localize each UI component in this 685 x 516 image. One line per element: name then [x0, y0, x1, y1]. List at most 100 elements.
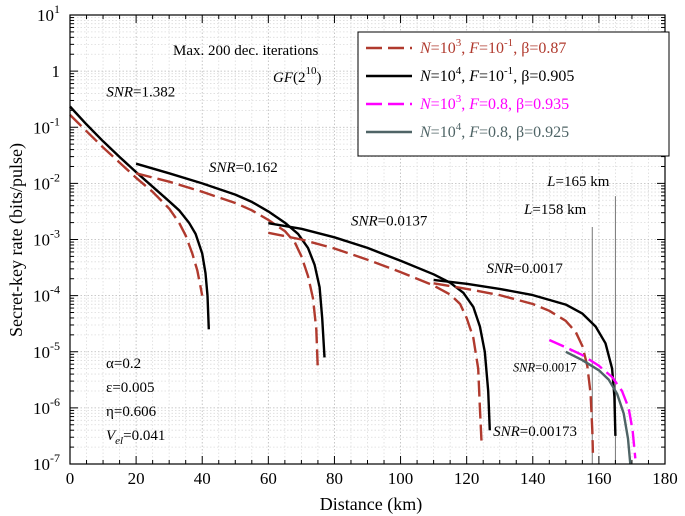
legend-f-exponent: -1: [504, 65, 513, 77]
iterations-note: Max. 200 dec. iterations: [173, 43, 319, 59]
limit-label: L=158 km: [523, 202, 587, 218]
axis-ticks: [69, 14, 666, 465]
x-tick-label: 140: [520, 469, 546, 488]
legend-n-symbol: N: [419, 68, 432, 85]
legend-n-symbol: N: [419, 40, 432, 57]
snr-label: SNR=0.0017: [487, 261, 564, 277]
legend-n-value: =10: [431, 68, 456, 85]
x-tick-label: 120: [454, 469, 480, 488]
legend-entry-label: N=103, F=0.8, β=0.935: [419, 93, 569, 113]
y-tick-base: 10: [33, 455, 50, 474]
snr-label: SNR=0.0137: [351, 213, 428, 229]
legend-f-value: =0.8: [479, 96, 508, 113]
legend-entry-label: N=104, F=0.8, β=0.925: [419, 121, 569, 141]
parameter-value: =0.606: [114, 404, 157, 420]
legend-n-value: =10: [431, 124, 456, 141]
x-tick-label: 80: [326, 469, 343, 488]
snr-value: =0.0017: [513, 261, 563, 277]
snr-label: SNR=0.0017: [513, 360, 577, 374]
limit-label-symbol: L: [546, 174, 555, 190]
x-tick-label: 160: [586, 469, 612, 488]
legend-separator: ,: [508, 124, 516, 141]
series-line: [565, 350, 632, 465]
legend-separator: ,: [461, 68, 469, 85]
legend-f-exponent: -1: [504, 37, 513, 49]
x-tick-label: 100: [388, 469, 414, 488]
parameter-subscript: el: [115, 435, 123, 447]
decoder-note: Max. 200 dec. iterations GF(210): [173, 43, 322, 86]
x-axis-title: Distance (km): [320, 494, 422, 515]
limit-label-value: =165 km: [556, 174, 610, 190]
y-tick-exponent: 1: [54, 2, 60, 16]
parameter-value: =0.005: [112, 380, 154, 396]
y-tick-base: 10: [33, 231, 50, 250]
series-line: [548, 338, 637, 459]
y-tick-base: 1: [52, 62, 61, 81]
limit-label-symbol: L: [523, 202, 532, 218]
snr-label: SNR=0.162: [209, 160, 278, 176]
legend-f-symbol: F: [468, 124, 479, 141]
legend-separator: ,: [513, 68, 521, 85]
snr-labels: SNR=1.382SNR=0.162SNR=0.0137SNR=0.0017SN…: [106, 84, 577, 440]
snr-label: SNR=1.382: [106, 84, 175, 100]
legend-n-exponent: 4: [456, 65, 462, 77]
legend-box: [357, 31, 670, 157]
limit-label-value: =158 km: [532, 202, 586, 218]
series-line: [135, 162, 326, 358]
legend-f-symbol: F: [468, 40, 479, 57]
parameter-value: =0.2: [114, 356, 141, 372]
y-tick-base: 10: [33, 399, 50, 418]
y-tick-label: 10-4: [33, 283, 60, 306]
legend-separator: ,: [513, 40, 521, 57]
snr-value: =0.0017: [535, 360, 576, 374]
x-tick-label: 40: [194, 469, 211, 488]
legend: N=103, F=10-1, β=0.87N=104, F=10-1, β=0.…: [357, 31, 670, 157]
series-line: [69, 105, 210, 330]
y-tick-label: 10-3: [33, 227, 60, 250]
y-tick-exponent: -6: [50, 395, 60, 409]
y-tick-label: 10-7: [33, 451, 60, 474]
legend-beta: β=0.905: [521, 68, 574, 85]
legend-separator: ,: [461, 40, 469, 57]
snr-label: SNR=0.00173: [493, 424, 577, 440]
y-tick-exponent: -3: [50, 227, 60, 241]
y-tick-base: 10: [37, 6, 54, 25]
series-line: [268, 231, 483, 442]
y-tick-label: 10-6: [33, 395, 60, 418]
y-tick-label: 1: [52, 62, 61, 81]
y-tick-exponent: -4: [50, 283, 60, 297]
legend-f-value: =10: [479, 40, 504, 57]
gf-open: (2: [293, 70, 306, 86]
y-tick-base: 10: [33, 118, 50, 137]
parameter-symbol: ε: [106, 380, 112, 396]
y-axis-title: Secret-key rate (bits/pulse): [6, 143, 27, 337]
parameter-label: η=0.606: [106, 404, 157, 420]
parameter-label: ε=0.005: [106, 380, 155, 396]
parameter-label: Vel=0.041: [106, 428, 165, 447]
legend-n-symbol: N: [419, 124, 432, 141]
y-tick-exponent: -2: [50, 170, 60, 184]
snr-value: =0.00173: [520, 424, 577, 440]
y-tick-label: 10-1: [33, 114, 60, 137]
x-tick-label: 20: [128, 469, 145, 488]
y-tick-base: 10: [33, 287, 50, 306]
legend-n-value: =10: [431, 96, 456, 113]
legend-f-value: =10: [479, 68, 504, 85]
snr-symbol: SNR: [493, 424, 520, 440]
snr-symbol: SNR: [106, 84, 133, 100]
x-tick-labels: 0 20 40 60 80 100 120 140 160 180: [66, 469, 678, 488]
legend-n-value: =10: [431, 40, 456, 57]
snr-value: =0.162: [236, 160, 278, 176]
x-tick-label: 0: [66, 469, 75, 488]
legend-f-value: =0.8: [479, 124, 508, 141]
y-tick-base: 10: [33, 343, 50, 362]
snr-value: =0.0137: [378, 213, 428, 229]
x-tick-label: 180: [652, 469, 678, 488]
y-tick-label: 101: [37, 2, 60, 25]
legend-n-exponent: 4: [456, 121, 462, 133]
legend-n-exponent: 3: [456, 37, 462, 49]
distance-limit-lines: L=158 kmL=165 km: [523, 174, 616, 464]
